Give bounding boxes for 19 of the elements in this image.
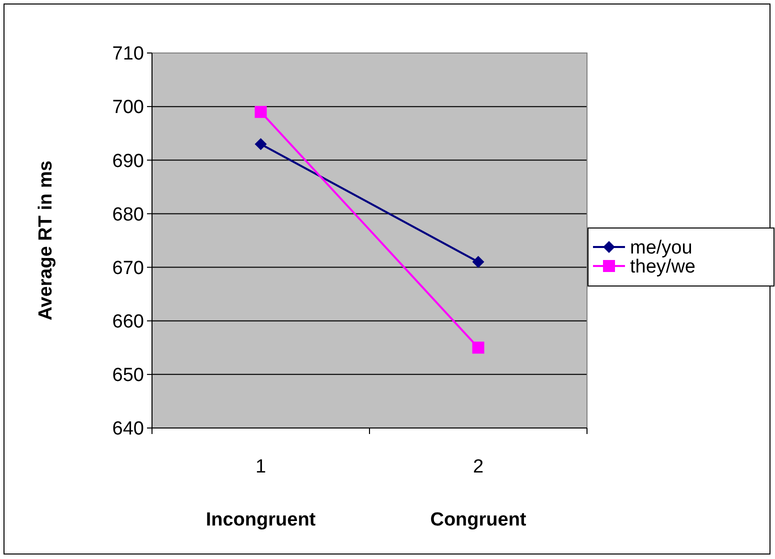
y-tick-label: 700 [112,97,144,118]
y-tick-label: 670 [112,258,144,279]
y-axis-title: Average RT in ms [36,160,57,320]
point [472,342,484,354]
x-tick-label: 2 [472,456,484,478]
point [254,138,267,150]
legend-label: me/you [630,238,692,259]
point [472,256,484,268]
point [254,106,267,118]
y-tick-label: 680 [112,204,144,226]
y-tick-label: 640 [112,418,144,440]
y-tick-label: 690 [112,150,144,172]
text: Incongruent [206,510,316,531]
y-tick-label: 660 [112,312,144,333]
y-tick-label: 650 [112,365,144,386]
text: Congruent [430,510,527,531]
x-tick-label: 1 [255,456,266,478]
legend-label: they/we [630,256,696,278]
y-tick-label: 710 [112,44,144,65]
